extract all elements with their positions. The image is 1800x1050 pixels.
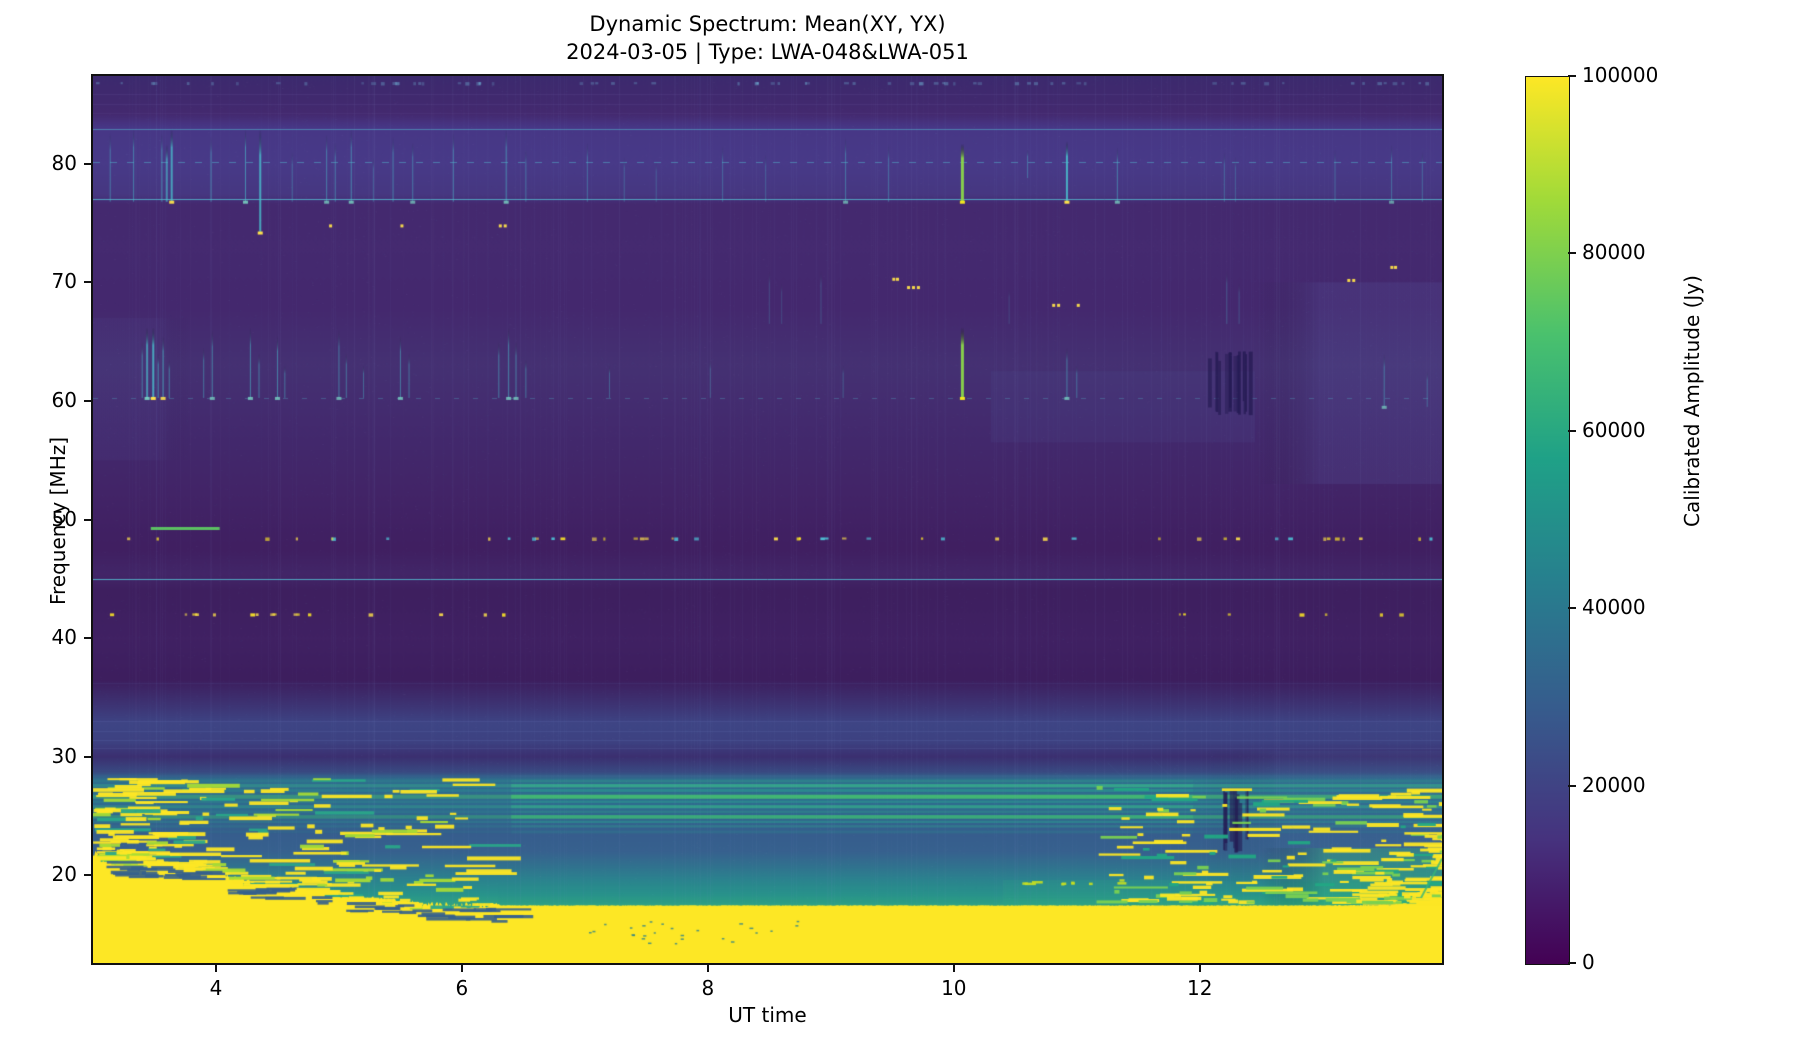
colorbar-tick-mark: [1568, 607, 1576, 610]
x-tick-label: 10: [941, 976, 967, 1000]
colorbar-label: Calibrated Amplitude (Jy): [1680, 275, 1704, 527]
x-tick-mark: [706, 963, 709, 972]
y-tick-mark: [84, 399, 93, 402]
x-axis-label: UT time: [728, 1003, 807, 1027]
y-tick-mark: [84, 637, 93, 640]
x-tick-mark: [952, 963, 955, 972]
chart-subtitle: 2024-03-05 | Type: LWA-048&LWA-051: [566, 40, 969, 64]
colorbar-tick-label: 80000: [1582, 240, 1646, 265]
y-tick-label: 50: [51, 506, 77, 531]
y-tick-label: 70: [51, 269, 77, 294]
y-tick-mark: [84, 518, 93, 521]
colorbar: [1525, 76, 1570, 965]
colorbar-tick-mark: [1568, 75, 1576, 77]
colorbar-tick-label: 40000: [1582, 595, 1646, 620]
spectrogram-canvas: [93, 76, 1442, 963]
y-tick-mark: [84, 874, 93, 877]
y-tick-label: 40: [51, 625, 77, 650]
colorbar-tick-label: 0: [1582, 950, 1595, 974]
y-tick-label: 30: [51, 743, 77, 768]
chart-title: Dynamic Spectrum: Mean(XY, YX): [589, 12, 946, 36]
y-tick-mark: [84, 281, 93, 284]
y-axis-label: Frequency [MHz]: [46, 436, 70, 606]
colorbar-tick-mark: [1568, 429, 1576, 432]
x-tick-label: 12: [1187, 976, 1213, 1000]
x-tick-label: 8: [701, 976, 715, 1000]
y-tick-label: 20: [51, 862, 77, 887]
x-tick-label: 6: [455, 976, 469, 1000]
y-tick-mark: [84, 162, 93, 165]
colorbar-tick-mark: [1568, 784, 1576, 787]
plot-area: [91, 74, 1444, 965]
y-tick-label: 80: [51, 150, 77, 175]
y-tick-label: 60: [51, 387, 77, 412]
colorbar-tick-label: 20000: [1582, 772, 1646, 797]
y-tick-mark: [84, 755, 93, 758]
x-tick-label: 4: [209, 976, 223, 1000]
x-tick-mark: [460, 963, 463, 972]
x-tick-mark: [1198, 963, 1201, 972]
colorbar-tick-label: 60000: [1582, 417, 1646, 442]
x-tick-mark: [214, 963, 217, 972]
colorbar-tick-mark: [1568, 962, 1576, 964]
colorbar-tick-label: 100000: [1582, 63, 1659, 87]
colorbar-tick-mark: [1568, 252, 1576, 255]
